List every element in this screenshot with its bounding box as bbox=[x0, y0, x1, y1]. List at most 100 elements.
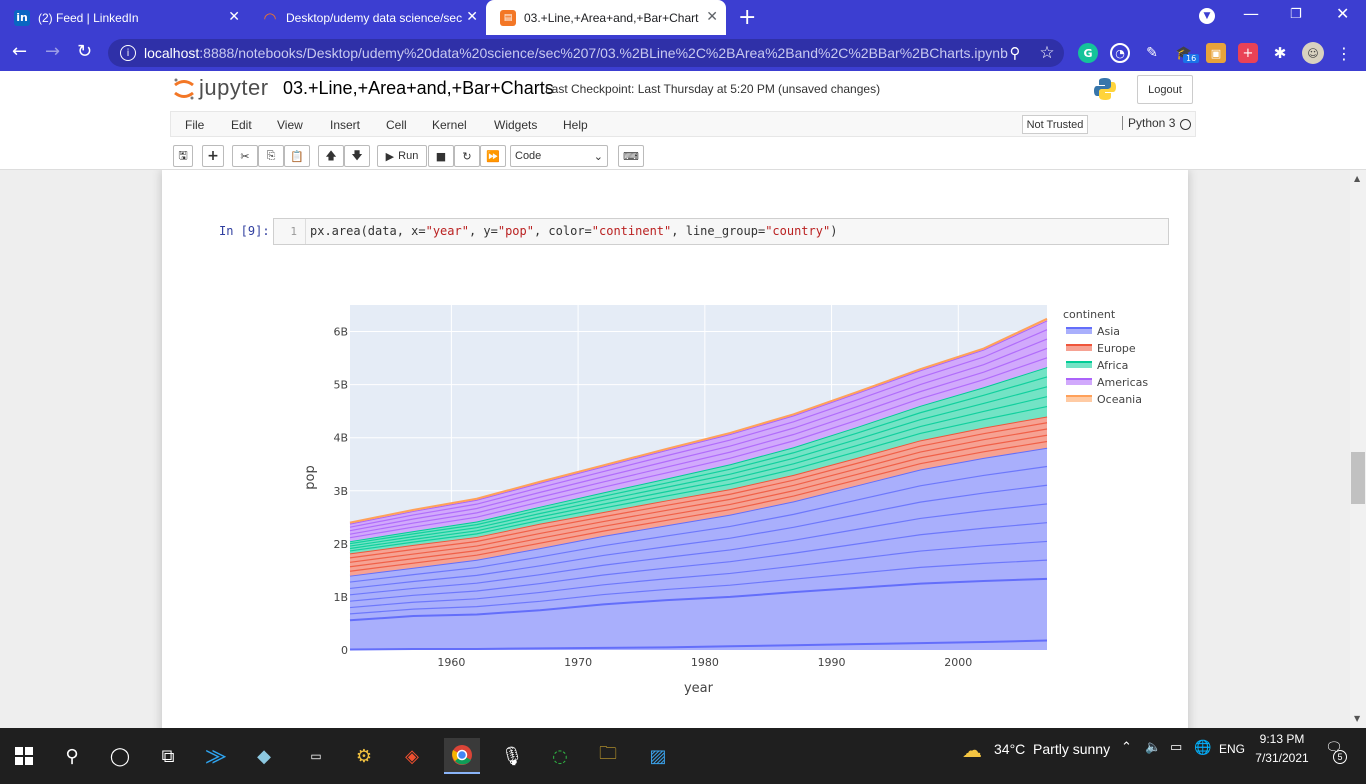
insert-cell-icon[interactable]: + bbox=[202, 145, 224, 167]
reload-icon[interactable]: ↻ bbox=[77, 41, 93, 62]
minimize-icon[interactable]: — bbox=[1243, 4, 1259, 23]
restart-icon[interactable]: ↻ bbox=[454, 145, 480, 167]
legend-label-asia: Asia bbox=[1097, 325, 1120, 338]
menu-kebab-icon[interactable]: ⋮ bbox=[1336, 43, 1352, 63]
git-icon[interactable]: ◈ bbox=[405, 745, 419, 767]
menu-cell[interactable]: Cell bbox=[386, 118, 407, 132]
weather-text[interactable]: 34°C Partly sunny bbox=[994, 741, 1111, 757]
country-line-americas bbox=[349, 357, 1048, 539]
screenshot-extension-icon[interactable]: ▣ bbox=[1206, 43, 1226, 63]
profile-avatar[interactable]: ☺ bbox=[1302, 42, 1324, 64]
tray-chevron-icon[interactable]: ⌃ bbox=[1121, 740, 1132, 755]
not-trusted-button[interactable]: Not Trusted bbox=[1022, 115, 1088, 134]
run-button[interactable]: ▶ Run bbox=[377, 145, 427, 167]
run-icon: ▶ bbox=[385, 149, 395, 163]
tab-search-icon[interactable]: ▼ bbox=[1199, 8, 1215, 24]
restore-icon[interactable]: ❐ bbox=[1290, 7, 1302, 22]
new-tab-icon[interactable]: + bbox=[738, 5, 757, 30]
menu-file[interactable]: File bbox=[185, 118, 205, 132]
bookmark-star-icon[interactable]: ☆ bbox=[1039, 43, 1055, 63]
clock-date[interactable]: 7/31/2021 bbox=[1255, 751, 1309, 765]
terminal-icon[interactable]: ▭ bbox=[310, 749, 322, 763]
tab-notebook-active[interactable]: ▤ 03.+Line,+Area+and,+Bar+Chart ✕ bbox=[486, 0, 726, 35]
keyboard-icon[interactable]: ⌨ bbox=[618, 145, 644, 167]
python-logo-icon bbox=[1093, 77, 1117, 101]
notebook-scrollbar[interactable]: ▲ ▼ bbox=[1350, 170, 1366, 728]
cortana-icon[interactable]: ◯ bbox=[109, 745, 131, 767]
y-tick-label: 6B bbox=[333, 326, 348, 339]
jupyter-icon: ◠ bbox=[264, 8, 276, 27]
cell-type-select[interactable]: Code ⌄ bbox=[510, 145, 608, 167]
code-input[interactable]: 1 px.area(data, x="year", y="pop", color… bbox=[273, 218, 1169, 245]
logout-button[interactable]: Logout bbox=[1137, 75, 1193, 104]
search-icon[interactable]: ⚲ bbox=[65, 745, 79, 767]
chrome-icon[interactable] bbox=[444, 738, 480, 774]
microphone-icon[interactable]: 🎙 bbox=[500, 745, 524, 767]
country-line-americas bbox=[349, 347, 1048, 535]
url-input[interactable]: i localhost:8888/notebooks/Desktop/udemy… bbox=[108, 39, 1064, 67]
close-tab-icon[interactable]: ✕ bbox=[466, 9, 478, 25]
scrollbar-thumb[interactable] bbox=[1351, 452, 1365, 504]
file-explorer-icon[interactable]: 🗀 bbox=[599, 743, 617, 764]
info-icon[interactable]: i bbox=[120, 45, 136, 61]
battery-icon[interactable]: ▭ bbox=[1170, 740, 1183, 755]
pen-extension-icon[interactable]: ✎ bbox=[1146, 45, 1158, 61]
cut-icon[interactable]: ✂ bbox=[232, 145, 258, 167]
menu-insert[interactable]: Insert bbox=[330, 118, 361, 132]
notebook-title[interactable]: 03.+Line,+Area+and,+Bar+Charts bbox=[283, 78, 554, 98]
close-window-icon[interactable]: ✕ bbox=[1336, 4, 1350, 23]
country-line-asia bbox=[349, 484, 1048, 590]
save-icon[interactable]: 🖫 bbox=[173, 145, 193, 167]
extension-dashboard-icon[interactable]: ◔ bbox=[1110, 43, 1130, 63]
copy-icon[interactable]: ⎘ bbox=[258, 145, 284, 167]
close-tab-icon[interactable]: ✕ bbox=[706, 9, 718, 25]
zoom-icon[interactable]: ⚲ bbox=[1009, 44, 1021, 62]
photos-icon[interactable]: ▨ bbox=[649, 745, 667, 767]
move-down-icon[interactable]: 🡇 bbox=[344, 145, 370, 167]
task-view-icon[interactable]: ⧉ bbox=[161, 745, 175, 767]
language-indicator[interactable]: ENG bbox=[1219, 742, 1246, 756]
network-icon[interactable]: 🌐 bbox=[1194, 740, 1212, 756]
speaker-icon[interactable]: 🔈 bbox=[1145, 740, 1162, 755]
jupyter-logo-icon[interactable] bbox=[173, 77, 195, 101]
move-up-icon[interactable]: 🡅 bbox=[318, 145, 344, 167]
y-tick-label: 3B bbox=[333, 485, 348, 498]
weather-icon[interactable]: ☁ bbox=[962, 738, 982, 762]
menu-edit[interactable]: Edit bbox=[231, 118, 252, 132]
back-icon[interactable]: ← bbox=[12, 41, 28, 62]
plus-extension-icon[interactable]: + bbox=[1238, 43, 1258, 63]
puzzle-icon[interactable]: ✱ bbox=[1273, 44, 1287, 62]
menu-kernel[interactable]: Kernel bbox=[432, 118, 467, 132]
sync-icon[interactable]: ◌ bbox=[552, 745, 568, 767]
menu-widgets[interactable]: Widgets bbox=[494, 118, 538, 132]
python-idle-icon[interactable]: ⚙ bbox=[355, 745, 373, 767]
jupyter-menubar: File Edit View Insert Cell Kernel Widget… bbox=[0, 111, 1366, 170]
close-tab-icon[interactable]: ✕ bbox=[228, 9, 240, 25]
y-tick-label: 4B bbox=[333, 432, 348, 445]
clock-time[interactable]: 9:13 PM bbox=[1259, 732, 1305, 746]
windows-start-icon[interactable] bbox=[6, 738, 42, 774]
cell-prompt: In [9]: bbox=[219, 224, 270, 238]
code-token: ) bbox=[830, 224, 838, 238]
checkpoint-status: Last Checkpoint: Last Thursday at 5:20 P… bbox=[545, 82, 775, 96]
interrupt-icon[interactable]: ■ bbox=[428, 145, 454, 167]
paste-icon[interactable]: 📋 bbox=[284, 145, 310, 167]
scroll-down-icon[interactable]: ▼ bbox=[1354, 714, 1361, 723]
restart-run-all-icon[interactable]: ⏩ bbox=[480, 145, 506, 167]
jupyter-logo-text[interactable]: jupyter bbox=[199, 75, 269, 100]
forward-icon[interactable]: → bbox=[45, 41, 61, 62]
x-tick-label: 1960 bbox=[437, 656, 465, 669]
tab-linkedin[interactable]: in (2) Feed | LinkedIn ✕ bbox=[0, 0, 248, 35]
area-chart[interactable]: 1960 1970 1980 1990 2000 0 1B 2B 3B 4B 5B 6B year pop… bbox=[162, 285, 1162, 728]
notebook-page: In [9]: 1 px.area(data, x="year", y="pop… bbox=[162, 170, 1188, 728]
tab-jupyter-tree[interactable]: ◠ Desktop/udemy data science/sec ✕ bbox=[248, 0, 486, 35]
grammarly-icon[interactable]: G bbox=[1078, 43, 1098, 63]
menu-help[interactable]: Help bbox=[563, 118, 588, 132]
menu-view[interactable]: View bbox=[277, 118, 303, 132]
scroll-up-icon[interactable]: ▲ bbox=[1354, 174, 1361, 183]
x-tick-label: 2000 bbox=[944, 656, 972, 669]
paint-icon[interactable]: ◆ bbox=[257, 745, 271, 767]
country-line-africa bbox=[349, 386, 1048, 547]
vscode-icon[interactable]: ⨠ bbox=[205, 745, 227, 767]
tab-title: 03.+Line,+Area+and,+Bar+Chart bbox=[524, 10, 699, 25]
